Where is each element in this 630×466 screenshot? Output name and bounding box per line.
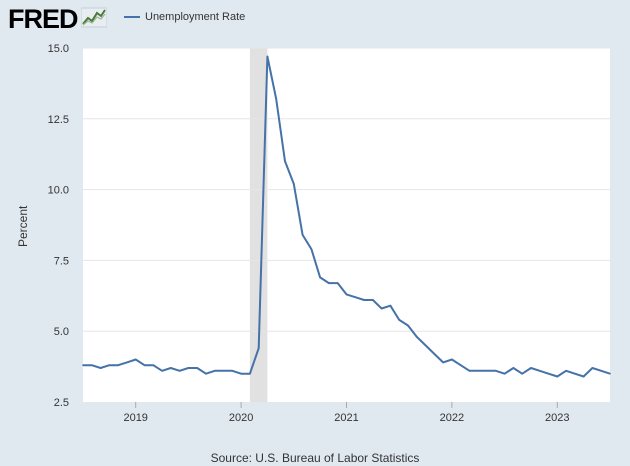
data-point <box>134 358 137 361</box>
data-point <box>126 361 128 364</box>
data-point <box>380 307 383 310</box>
data-point <box>538 370 541 372</box>
data-point <box>345 293 348 296</box>
data-point <box>389 304 392 307</box>
x-tick-label: 2022 <box>440 412 464 424</box>
data-point <box>591 367 594 369</box>
data-point <box>196 367 198 369</box>
data-point <box>257 347 260 349</box>
data-point <box>530 367 532 369</box>
data-point <box>556 375 559 378</box>
plot-area[interactable] <box>83 48 610 402</box>
line-chart: 2.5 5.0 7.5 10.0 12.5 15.0 2019 2020 2021 2022 202… <box>48 43 611 424</box>
y-tick-label: 7.5 <box>54 255 69 267</box>
data-point <box>152 364 155 366</box>
data-point <box>284 160 286 163</box>
data-point <box>398 319 401 321</box>
data-point <box>407 324 409 327</box>
data-point <box>468 370 471 372</box>
y-tick-label: 15.0 <box>48 43 69 55</box>
y-tick-label: 10.0 <box>48 185 69 197</box>
y-tick-label: 5.0 <box>54 326 69 338</box>
data-point <box>117 364 119 366</box>
data-point <box>451 358 453 361</box>
data-point <box>161 370 163 372</box>
data-point <box>240 372 242 375</box>
data-point <box>512 367 515 369</box>
data-point <box>547 372 550 375</box>
recession-shading <box>249 48 268 402</box>
series-line-unemployment-rate <box>83 55 611 378</box>
legend-line-swatch <box>124 16 140 18</box>
data-point <box>170 367 172 369</box>
data-point <box>178 370 181 372</box>
y-tick-label: 12.5 <box>48 114 69 126</box>
data-point <box>574 372 576 375</box>
x-tick-label: 2021 <box>334 412 358 424</box>
data-point <box>328 282 330 284</box>
data-point <box>424 344 427 347</box>
x-tick-label: 2020 <box>229 412 253 424</box>
logo-text: FRED <box>8 3 78 34</box>
data-point <box>459 364 462 366</box>
chart-header: FRED Unemployment Rate <box>0 0 630 40</box>
data-point <box>582 375 585 378</box>
data-point <box>565 370 567 372</box>
data-point <box>600 370 603 372</box>
data-point <box>249 372 251 375</box>
chart-legend[interactable]: Unemployment Rate <box>124 11 245 23</box>
x-tick-label: 2019 <box>123 412 147 424</box>
data-point <box>108 364 111 366</box>
data-point <box>266 55 269 58</box>
data-point <box>486 370 488 372</box>
data-point <box>319 276 321 279</box>
data-point <box>82 364 84 366</box>
data-point <box>213 370 216 372</box>
data-point <box>521 372 523 375</box>
data-point <box>354 296 357 299</box>
source-note: Source: U.S. Bureau of Labor Statistics <box>210 451 420 465</box>
data-point <box>372 299 374 301</box>
x-tick-label: 2023 <box>545 412 569 424</box>
y-tick-label: 2.5 <box>54 397 69 409</box>
data-point <box>99 367 102 369</box>
data-point <box>275 98 278 100</box>
data-point <box>187 367 190 369</box>
data-point <box>231 370 234 372</box>
data-point <box>363 299 365 301</box>
data-point <box>477 370 480 372</box>
data-point <box>222 370 225 372</box>
data-point <box>336 282 339 284</box>
data-point <box>415 336 418 338</box>
data-point <box>442 361 444 364</box>
data-point <box>503 372 506 375</box>
data-point <box>433 353 436 355</box>
data-point <box>301 234 304 236</box>
data-point <box>143 364 146 366</box>
data-point <box>495 370 497 372</box>
data-point <box>609 372 611 375</box>
data-point <box>310 248 313 250</box>
data-point <box>293 183 295 185</box>
data-point <box>205 372 207 375</box>
legend-label: Unemployment Rate <box>145 11 246 23</box>
data-point <box>90 364 93 366</box>
